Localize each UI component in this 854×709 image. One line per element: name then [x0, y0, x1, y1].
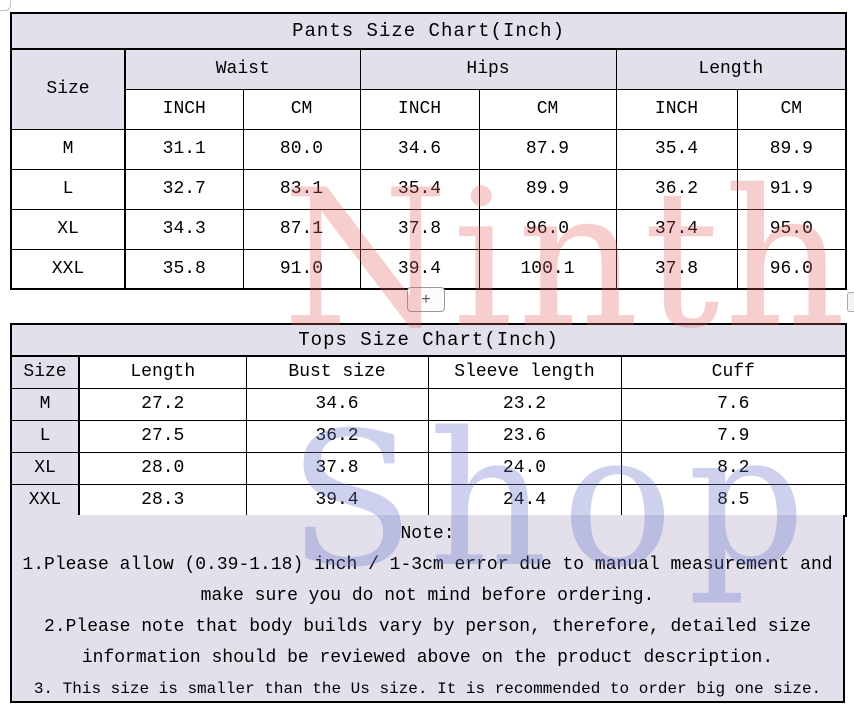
pants-row-xxl: XXL 35.8 91.0 39.4 100.1 37.8 96.0 — [10, 248, 847, 290]
pants-cell: 34.6 — [359, 128, 480, 170]
note-line: information should be reviewed above on … — [81, 648, 774, 668]
unit-header: CM — [242, 88, 361, 130]
pants-group-waist: Waist — [124, 48, 361, 90]
pants-cell: 34.3 — [124, 208, 244, 250]
tops-cell: 27.5 — [78, 419, 247, 453]
right-edge-partial-control[interactable] — [847, 292, 854, 312]
unit-header: CM — [478, 88, 617, 130]
tops-header-bust: Bust size — [245, 355, 429, 389]
tops-row-l: L 27.5 36.2 23.6 7.9 — [10, 419, 847, 453]
note-line: make sure you do not mind before orderin… — [200, 586, 655, 606]
pants-cell: 37.4 — [615, 208, 738, 250]
note-line: 1.Please allow (0.39-1.18) inch / 1-3cm … — [22, 555, 833, 575]
unit-header: INCH — [124, 88, 244, 130]
tops-cell: 37.8 — [245, 451, 429, 485]
expand-button[interactable]: + — [407, 287, 445, 312]
tops-header-row: Size Length Bust size Sleeve length Cuff — [10, 355, 847, 389]
pants-group-header-row: Size Waist Hips Length — [10, 48, 847, 130]
pants-cell: 96.0 — [478, 208, 617, 250]
pants-unit-header-row: INCH CM INCH CM INCH CM — [11, 88, 847, 130]
pants-size-table: Pants Size Chart(Inch) Size Waist Hips L… — [10, 12, 848, 290]
row-size-label: M — [10, 128, 126, 170]
pants-cell: 39.4 — [359, 248, 480, 290]
tops-table-title: Tops Size Chart(Inch) — [10, 323, 847, 357]
pants-cell: 35.4 — [359, 168, 480, 210]
tops-cell: 36.2 — [245, 419, 429, 453]
pants-cell: 83.1 — [242, 168, 361, 210]
tops-cell: 34.6 — [245, 387, 429, 421]
row-size-label: XL — [10, 208, 126, 250]
tops-cell: 8.2 — [620, 451, 847, 485]
pants-group-length: Length — [615, 48, 847, 90]
row-size-label: XXL — [10, 248, 126, 290]
tops-cell: 24.4 — [427, 483, 622, 517]
pants-size-header: Size — [10, 48, 126, 130]
row-size-label: XXL — [10, 483, 80, 517]
row-size-label: XL — [10, 451, 80, 485]
pants-cell: 96.0 — [736, 248, 847, 290]
row-size-label: L — [10, 168, 126, 210]
pants-cell: 37.8 — [615, 248, 738, 290]
row-size-label: L — [10, 419, 80, 453]
tops-cell: 23.2 — [427, 387, 622, 421]
tops-cell: 27.2 — [78, 387, 247, 421]
pants-cell: 35.8 — [124, 248, 244, 290]
tops-title-row: Tops Size Chart(Inch) — [10, 323, 847, 357]
tops-row-xl: XL 28.0 37.8 24.0 8.2 — [10, 451, 847, 485]
pants-row-l: L 32.7 83.1 35.4 89.9 36.2 91.9 — [10, 168, 847, 210]
unit-header: INCH — [359, 88, 480, 130]
pants-cell: 87.9 — [478, 128, 617, 170]
pants-cell: 31.1 — [124, 128, 244, 170]
unit-header: CM — [736, 88, 847, 130]
pants-cell: 91.9 — [736, 168, 847, 210]
unit-header: INCH — [615, 88, 738, 130]
pants-cell: 95.0 — [736, 208, 847, 250]
note-box: Note: 1.Please allow (0.39-1.18) inch / … — [10, 515, 845, 703]
pants-row-m: M 31.1 80.0 34.6 87.9 35.4 89.9 — [10, 128, 847, 170]
pants-cell: 89.9 — [736, 128, 847, 170]
tops-cell: 24.0 — [427, 451, 622, 485]
note-heading: Note: — [400, 524, 455, 544]
tops-cell: 39.4 — [245, 483, 429, 517]
pants-cell: 37.8 — [359, 208, 480, 250]
pants-cell: 87.1 — [242, 208, 361, 250]
window-corner-artifact — [0, 0, 11, 11]
note-line: 2.Please note that body builds vary by p… — [44, 617, 811, 637]
tops-header-sleeve: Sleeve length — [427, 355, 622, 389]
pants-cell: 32.7 — [124, 168, 244, 210]
tops-cell: 7.6 — [620, 387, 847, 421]
tops-size-table: Tops Size Chart(Inch) Size Length Bust s… — [10, 323, 848, 517]
pants-cell: 35.4 — [615, 128, 738, 170]
note-line: 3. This size is smaller than the Us size… — [33, 680, 822, 698]
pants-title-row: Pants Size Chart(Inch) — [10, 12, 847, 50]
tops-cell: 23.6 — [427, 419, 622, 453]
pants-cell: 91.0 — [242, 248, 361, 290]
tops-row-xxl: XXL 28.3 39.4 24.4 8.5 — [10, 483, 847, 517]
tops-header-size: Size — [10, 355, 80, 389]
tops-cell: 28.0 — [78, 451, 247, 485]
pants-cell: 80.0 — [242, 128, 361, 170]
pants-group-hips: Hips — [359, 48, 617, 90]
tops-cell: 28.3 — [78, 483, 247, 517]
tops-cell: 8.5 — [620, 483, 847, 517]
tops-header-length: Length — [78, 355, 247, 389]
tops-row-m: M 27.2 34.6 23.2 7.6 — [10, 387, 847, 421]
pants-row-xl: XL 34.3 87.1 37.8 96.0 37.4 95.0 — [10, 208, 847, 250]
pants-cell: 100.1 — [478, 248, 617, 290]
tops-header-cuff: Cuff — [620, 355, 847, 389]
pants-table-title: Pants Size Chart(Inch) — [10, 12, 847, 50]
pants-cell: 89.9 — [478, 168, 617, 210]
row-size-label: M — [10, 387, 80, 421]
pants-cell: 36.2 — [615, 168, 738, 210]
tops-cell: 7.9 — [620, 419, 847, 453]
